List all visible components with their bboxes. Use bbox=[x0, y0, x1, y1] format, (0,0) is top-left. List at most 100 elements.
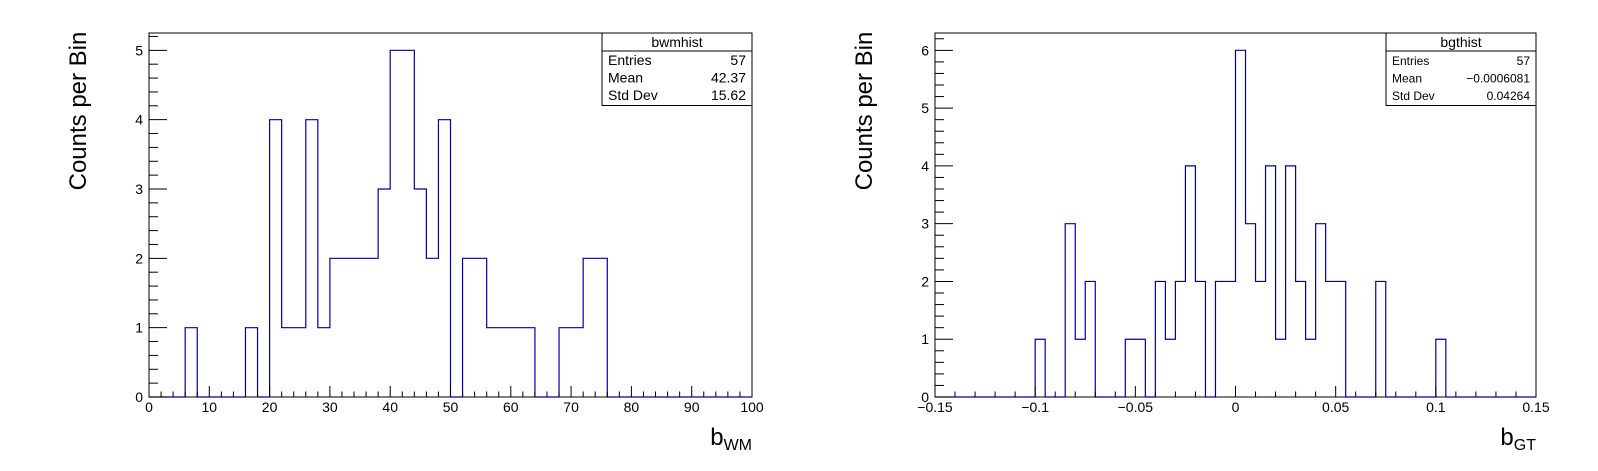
stats-row-label: Entries bbox=[608, 52, 652, 68]
x-tick-label: 100 bbox=[740, 399, 764, 415]
y-tick-label: 1 bbox=[135, 320, 143, 336]
histogram-bin bbox=[438, 120, 450, 397]
x-tick-label: 10 bbox=[202, 399, 218, 415]
x-tick-label: −0.05 bbox=[1118, 399, 1154, 415]
histogram-bin bbox=[330, 258, 342, 397]
y-tick-label: 3 bbox=[135, 181, 143, 197]
histogram-bin bbox=[487, 328, 499, 397]
histogram-bin bbox=[1336, 281, 1346, 397]
y-tick-label: 5 bbox=[135, 42, 143, 58]
x-tick-label: 0.1 bbox=[1426, 399, 1446, 415]
histogram-bin bbox=[402, 50, 414, 397]
histogram-bin bbox=[1185, 166, 1195, 397]
histogram-bin bbox=[306, 120, 318, 397]
histogram-bin bbox=[1165, 339, 1175, 397]
stats-row-value: 0.04264 bbox=[1487, 89, 1531, 103]
histogram-bin bbox=[1436, 339, 1446, 397]
histogram-bin bbox=[1256, 281, 1266, 397]
x-tick-label: 20 bbox=[262, 399, 278, 415]
x-tick-label: 90 bbox=[684, 399, 700, 415]
histogram-bin bbox=[1085, 281, 1095, 397]
histogram-bin bbox=[475, 258, 487, 397]
histogram-bin bbox=[378, 189, 390, 397]
histogram-bin bbox=[1266, 166, 1276, 397]
y-tick-label: 6 bbox=[921, 42, 929, 58]
stats-box-title: bwmhist bbox=[651, 34, 702, 50]
histogram-bin bbox=[1065, 224, 1075, 397]
histogram-bin bbox=[354, 258, 366, 397]
y-tick-label: 5 bbox=[921, 100, 929, 116]
x-tick-label: 80 bbox=[624, 399, 640, 415]
stats-row-label: Entries bbox=[1392, 54, 1429, 68]
stats-row-value: 42.37 bbox=[711, 70, 746, 86]
x-axis-label-main: b bbox=[1500, 424, 1513, 451]
histogram-bin bbox=[1316, 224, 1326, 397]
histogram-outline bbox=[149, 49, 752, 398]
x-tick-label: 70 bbox=[563, 399, 579, 415]
histogram-bin bbox=[499, 328, 511, 397]
y-tick-label: 3 bbox=[921, 216, 929, 232]
stats-row-value: 57 bbox=[730, 52, 746, 68]
stats-row-label: Mean bbox=[1392, 72, 1422, 86]
stats-row-label: Std Dev bbox=[608, 87, 658, 103]
histogram-bin bbox=[318, 328, 330, 397]
histogram-bin bbox=[511, 328, 523, 397]
histogram-bin bbox=[559, 328, 571, 397]
histogram-bin bbox=[1246, 224, 1256, 397]
histogram-bin bbox=[270, 120, 282, 397]
histogram-bin bbox=[1175, 281, 1185, 397]
histogram-bin bbox=[1125, 339, 1135, 397]
stats-box-title: bgthist bbox=[1440, 34, 1481, 50]
histogram-bin bbox=[1376, 281, 1386, 397]
histogram-bin bbox=[245, 328, 257, 397]
histogram-bin bbox=[1296, 281, 1306, 397]
histogram-bin bbox=[1035, 339, 1045, 397]
histogram-bin bbox=[282, 328, 294, 397]
y-axis-label: Counts per Bin bbox=[65, 32, 92, 191]
histogram-bin bbox=[342, 258, 354, 397]
stats-row-value: −0.0006081 bbox=[1466, 72, 1530, 86]
histogram-bin bbox=[583, 258, 595, 397]
chart-panel-1: 0 10 20 30 40 50 60 70 80 90 100 0 1 2 3 4 5 Counts per B… bbox=[65, 32, 764, 454]
stats-row-value: 57 bbox=[1517, 54, 1531, 68]
stats-row-label: Mean bbox=[608, 70, 643, 86]
histogram-bin bbox=[185, 328, 197, 397]
histogram-bin bbox=[1215, 281, 1225, 397]
histogram-bin bbox=[1326, 281, 1336, 397]
stats-row-value: 15.62 bbox=[711, 87, 746, 103]
histogram-bin bbox=[1075, 339, 1085, 397]
x-tick-label: 60 bbox=[503, 399, 519, 415]
y-tick-label: 0 bbox=[921, 389, 929, 405]
histogram-bin bbox=[1195, 281, 1205, 397]
x-tick-label: −0.1 bbox=[1021, 399, 1049, 415]
histogram-bin bbox=[294, 328, 306, 397]
x-axis-label: bGT bbox=[1500, 424, 1536, 454]
y-tick-label: 2 bbox=[921, 273, 929, 289]
x-tick-label: 0 bbox=[1232, 399, 1240, 415]
histogram-bin bbox=[1225, 281, 1235, 397]
histogram-bin bbox=[414, 189, 426, 397]
y-tick-label: 4 bbox=[135, 112, 143, 128]
stats-box: bgthist Entries 57 Mean −0.0006081 Std Dev 0.0… bbox=[1385, 32, 1537, 106]
histogram-bin bbox=[595, 258, 607, 397]
histogram-outline bbox=[935, 49, 1536, 398]
x-tick-label: −0.15 bbox=[917, 399, 953, 415]
histogram-bin bbox=[571, 328, 583, 397]
histogram-bin bbox=[1135, 339, 1145, 397]
x-tick-label: 40 bbox=[382, 399, 398, 415]
histogram-bin bbox=[1286, 166, 1296, 397]
chart-panel-2: −0.15 −0.1 −0.05 0 0.05 0.1 0.15 0 1 2 3 4 5 6 Counts … bbox=[851, 32, 1550, 454]
histogram-bin bbox=[366, 258, 378, 397]
histogram-bin bbox=[426, 258, 438, 397]
y-tick-label: 4 bbox=[921, 158, 929, 174]
x-tick-label: 0.05 bbox=[1322, 399, 1349, 415]
x-axis-label-subscript: GT bbox=[1514, 437, 1536, 454]
x-axis-label: bWM bbox=[710, 424, 752, 454]
y-axis-label: Counts per Bin bbox=[851, 32, 878, 191]
histogram-bin bbox=[1306, 339, 1316, 397]
x-tick-label: 0 bbox=[145, 399, 153, 415]
x-tick-label: 50 bbox=[443, 399, 459, 415]
y-tick-label: 0 bbox=[135, 389, 143, 405]
